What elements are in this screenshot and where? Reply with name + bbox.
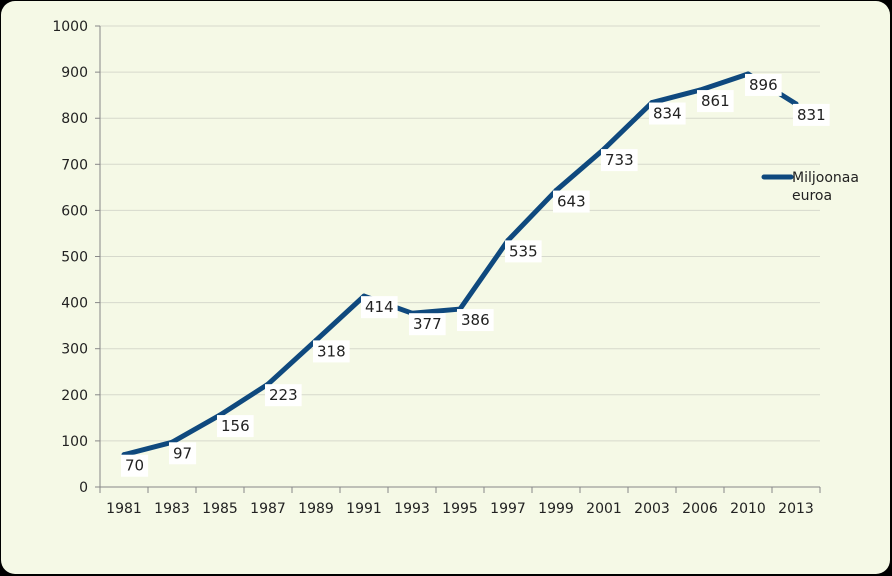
data-label-box-1983 bbox=[169, 442, 197, 465]
data-label-text-1999: 643 bbox=[557, 193, 586, 211]
data-label-2013: 831 bbox=[793, 103, 830, 126]
y-tick-label-400: 400 bbox=[61, 296, 88, 312]
data-label-box-2013 bbox=[793, 103, 830, 126]
x-tick-label-1981: 1981 bbox=[106, 501, 142, 517]
data-label-box-2006 bbox=[697, 90, 734, 113]
data-label-2010: 896 bbox=[745, 73, 782, 96]
data-label-box-1999 bbox=[553, 190, 590, 213]
y-tick-label-100: 100 bbox=[61, 434, 88, 450]
data-label-box-2001 bbox=[601, 149, 638, 172]
y-tick-label-600: 600 bbox=[61, 203, 88, 219]
y-tick-label-700: 700 bbox=[61, 157, 88, 173]
x-tick-label-1989: 1989 bbox=[298, 501, 334, 517]
data-label-box-2003 bbox=[649, 102, 686, 125]
data-label-text-2003: 834 bbox=[653, 105, 682, 123]
series-line-layer bbox=[121, 71, 799, 458]
legend: Miljoonaa euroa bbox=[761, 170, 859, 204]
axes bbox=[95, 25, 821, 493]
data-label-box-1989 bbox=[313, 340, 350, 363]
y-tick-label-800: 800 bbox=[61, 111, 88, 127]
x-tick-label-1997: 1997 bbox=[490, 501, 526, 517]
y-tick-label-900: 900 bbox=[61, 65, 88, 81]
data-label-1991: 414 bbox=[361, 296, 398, 319]
x-tick-label-1983: 1983 bbox=[154, 501, 190, 517]
y-tick-label-1000: 1000 bbox=[52, 19, 88, 35]
data-label-text-2010: 896 bbox=[749, 76, 778, 94]
legend-label-line-1: Miljoonaa bbox=[792, 170, 859, 186]
x-tick-labels: 1981 1983 1985 1987 1989 1991 1993 1995 1997 1999… bbox=[106, 501, 814, 517]
data-label-1993: 377 bbox=[409, 313, 446, 336]
x-tick-label-1995: 1995 bbox=[442, 501, 478, 517]
data-label-box-1993 bbox=[409, 313, 446, 336]
data-label-2003: 834 bbox=[649, 102, 686, 125]
y-tick-labels: 0 100 200 300 400 500 600 700 800 900 1000 bbox=[52, 19, 88, 496]
x-tick-label-2001: 2001 bbox=[586, 501, 622, 517]
data-label-1999: 643 bbox=[553, 190, 590, 213]
data-label-text-1981: 70 bbox=[125, 457, 144, 475]
data-label-1997: 535 bbox=[505, 240, 542, 263]
x-tick-label-1991: 1991 bbox=[346, 501, 382, 517]
data-label-text-2006: 861 bbox=[701, 92, 730, 110]
x-tick-label-2013: 2013 bbox=[778, 501, 814, 517]
x-tick-label-1985: 1985 bbox=[202, 501, 238, 517]
data-label-text-1991: 414 bbox=[365, 298, 394, 316]
data-label-text-1989: 318 bbox=[317, 342, 346, 360]
data-label-box-1997 bbox=[505, 240, 542, 263]
y-tick-label-200: 200 bbox=[61, 388, 88, 404]
data-label-1985: 156 bbox=[217, 415, 254, 438]
data-label-box-1991 bbox=[361, 296, 398, 319]
data-label-1995: 386 bbox=[457, 309, 494, 332]
data-label-box-1981 bbox=[121, 454, 149, 477]
gridlines bbox=[100, 25, 820, 442]
data-label-2006: 861 bbox=[697, 90, 734, 113]
data-label-box-2010 bbox=[745, 73, 782, 96]
data-label-1983: 97 bbox=[169, 442, 197, 465]
data-labels: 70 97 156 223 318 414 377 386 535 643 733 834 861 896… bbox=[121, 73, 830, 477]
data-label-1981: 70 bbox=[121, 454, 149, 477]
data-label-1987: 223 bbox=[265, 384, 302, 407]
y-tick-label-0: 0 bbox=[79, 480, 88, 496]
x-tick-label-2006: 2006 bbox=[682, 501, 718, 517]
data-label-1989: 318 bbox=[313, 340, 350, 363]
x-tick-label-2003: 2003 bbox=[634, 501, 670, 517]
data-label-text-1997: 535 bbox=[509, 242, 538, 260]
data-label-text-1985: 156 bbox=[221, 417, 250, 435]
data-label-box-1985 bbox=[217, 415, 254, 438]
series-line-miljoonaa-euroa bbox=[121, 71, 799, 458]
x-tick-label-1993: 1993 bbox=[394, 501, 430, 517]
data-label-box-1995 bbox=[457, 309, 494, 332]
y-tick-label-300: 300 bbox=[61, 342, 88, 358]
data-label-text-2001: 733 bbox=[605, 151, 634, 169]
x-tick-label-1987: 1987 bbox=[250, 501, 286, 517]
data-label-text-1993: 377 bbox=[413, 315, 442, 333]
y-tick-label-500: 500 bbox=[61, 250, 88, 266]
data-label-box-1987 bbox=[265, 384, 302, 407]
x-tick-label-2010: 2010 bbox=[730, 501, 766, 517]
data-label-2001: 733 bbox=[601, 149, 638, 172]
x-tick-label-1999: 1999 bbox=[538, 501, 574, 517]
data-label-text-1987: 223 bbox=[269, 386, 298, 404]
data-label-text-1995: 386 bbox=[461, 311, 490, 329]
data-label-text-2013: 831 bbox=[797, 106, 826, 124]
legend-label-line-2: euroa bbox=[792, 188, 832, 204]
data-label-text-1983: 97 bbox=[173, 444, 192, 462]
